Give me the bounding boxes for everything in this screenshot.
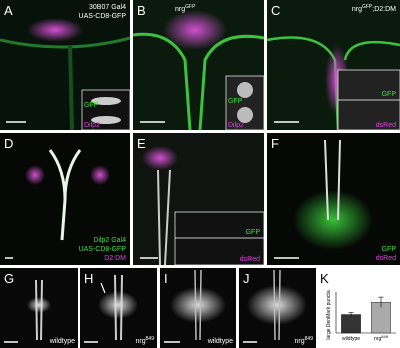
- panel-label: J: [243, 271, 250, 286]
- bar: [341, 314, 361, 334]
- annotation: GFP: [382, 91, 397, 98]
- panel-label: C: [271, 3, 280, 18]
- annotation: dsRed: [240, 256, 260, 263]
- panel-c: C nrgGFP;D2:DM GFP dsRed: [266, 0, 400, 131]
- annotation: dsRed: [376, 122, 396, 129]
- annotation: wildtype: [207, 338, 233, 345]
- annotation: nrgGFP: [175, 4, 196, 13]
- annotation: UAS-CD8-GFP: [79, 13, 127, 20]
- panel-label: I: [164, 271, 168, 286]
- annotation: UAS-CD8-GFP: [79, 246, 127, 253]
- annotation: 30B07 Gal4: [89, 4, 126, 11]
- y-axis-label: large DenMark puncta: [326, 290, 332, 339]
- panel-label: E: [137, 136, 146, 151]
- annotation: dsRed: [376, 255, 396, 262]
- annotation: Dilp2: [228, 122, 244, 129]
- panel-g: G wildtype: [0, 268, 78, 348]
- panel-label: D: [4, 136, 13, 151]
- annotation: GFP: [228, 98, 243, 105]
- panel-d: D Dilp2 Gal4 UAS-CD8-GFP D2:DM: [0, 133, 130, 265]
- annotation: nrgGFP;D2:DM: [352, 4, 396, 13]
- panel-e: E GFP dsRed: [133, 133, 265, 266]
- annotation: nrg849: [136, 336, 155, 345]
- annotation: GFP: [84, 102, 99, 109]
- x-tick-label: wildtype: [342, 336, 360, 342]
- panel-a: A 30B07 Gal4 UAS-CD8-GFP GFP Dilp2: [0, 0, 131, 131]
- panel-label: G: [4, 271, 14, 286]
- annotation: D2:DM: [104, 255, 126, 262]
- annotation: Dilp2: [84, 122, 100, 129]
- annotation: wildtype: [49, 338, 75, 345]
- panel-j: J nrg849: [239, 268, 316, 348]
- panel-k: K large DenMark puncta wildtype nrg849: [320, 271, 396, 342]
- panel-label: H: [84, 271, 93, 286]
- panel-label: B: [137, 3, 146, 18]
- panel-f: F GFP dsRed: [267, 133, 400, 265]
- annotation: Dilp2 Gal4: [93, 237, 126, 244]
- panel-label: A: [4, 3, 13, 18]
- panel-label: K: [320, 271, 329, 286]
- annotation: nrg849: [295, 336, 314, 345]
- panel-i: I wildtype: [160, 268, 236, 348]
- x-tick-label: nrg849: [374, 334, 389, 342]
- panel-label: F: [271, 136, 279, 151]
- annotation: GFP: [382, 246, 397, 253]
- annotation: GFP: [246, 229, 261, 236]
- panel-b: B nrgGFP GFP Dilp2: [132, 0, 265, 131]
- panel-h: H nrg849: [80, 268, 157, 348]
